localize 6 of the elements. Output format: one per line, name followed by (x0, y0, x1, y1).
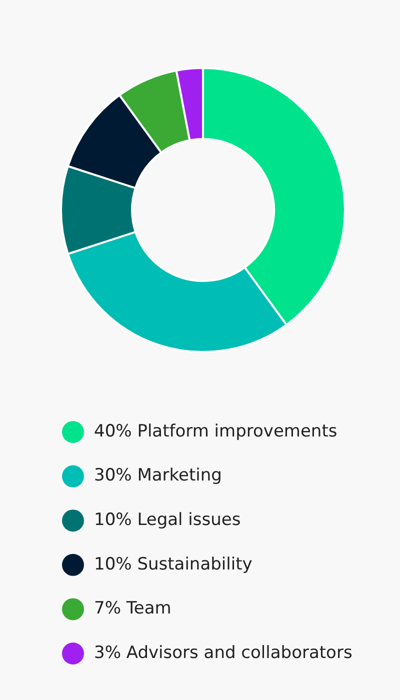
legend-label: 10% Legal issues (94, 510, 241, 530)
legend-label: 10% Sustainability (94, 554, 252, 574)
legend-label: 3% Advisors and collaborators (94, 642, 352, 663)
legend-label: 40% Platform improvements (94, 421, 338, 442)
legend-label: 30% Marketing (94, 466, 222, 486)
legend-label: 7% Team (94, 598, 172, 619)
